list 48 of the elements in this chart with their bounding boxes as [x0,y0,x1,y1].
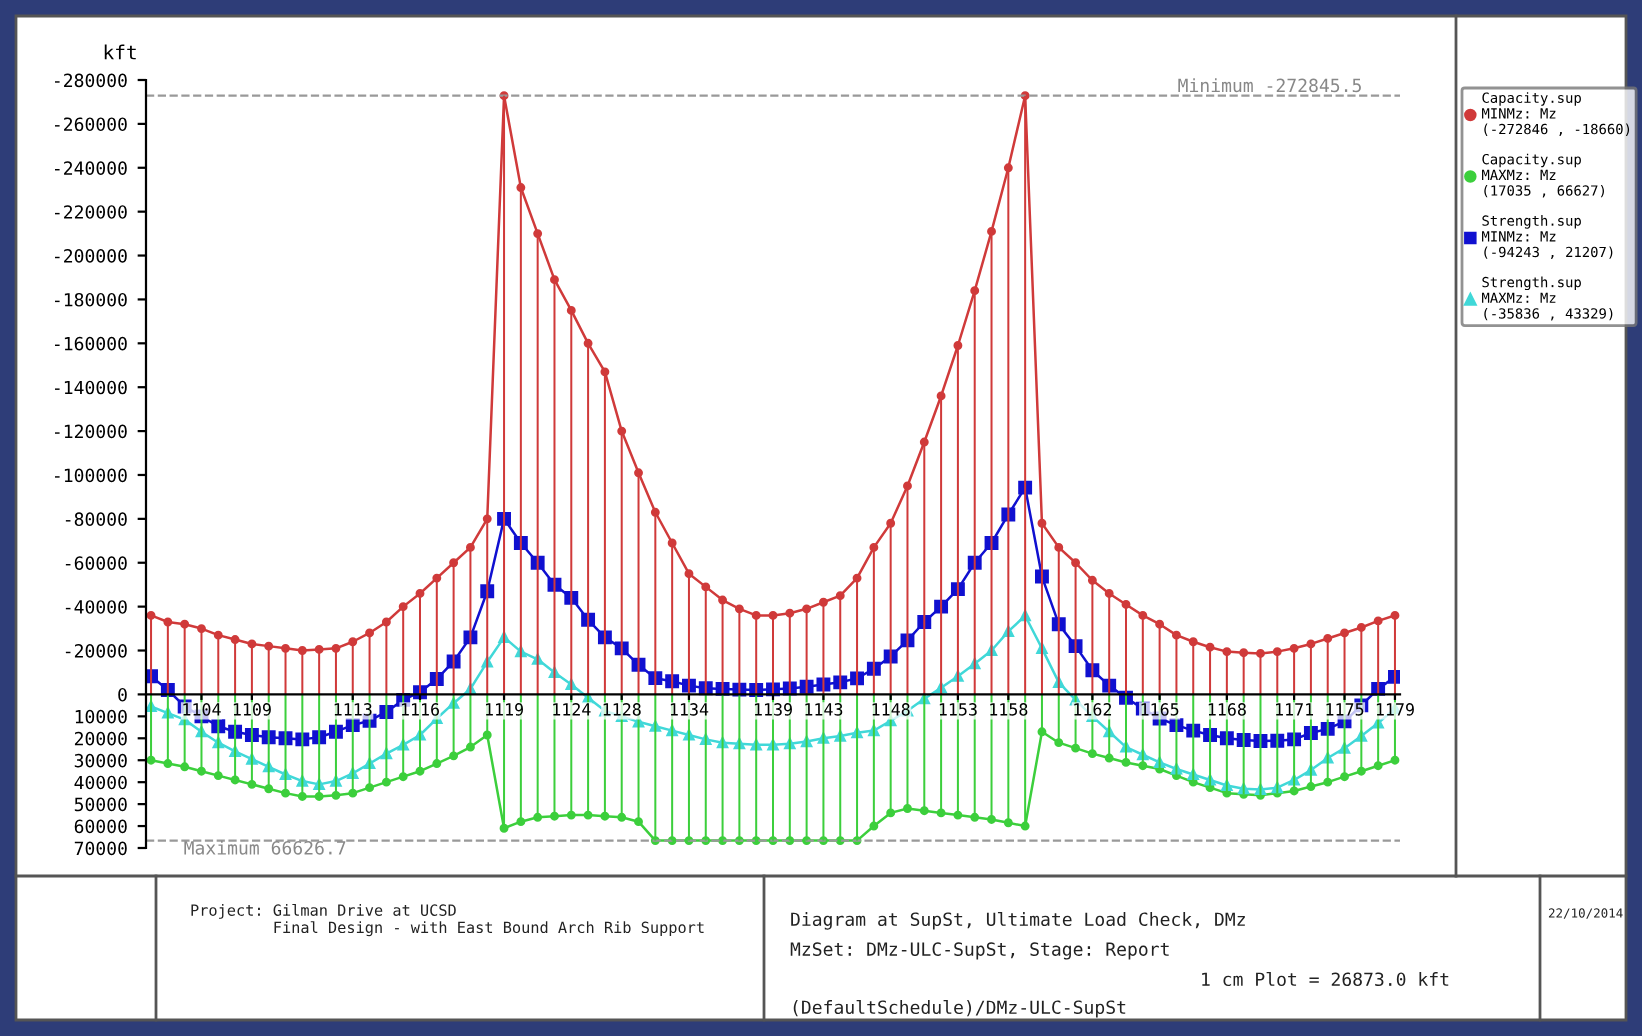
x-tick-label: 1113 [334,703,372,716]
y-tick-label: -100000 [54,468,127,483]
y-axis-title: kft [104,44,136,60]
y-tick-label: -280000 [54,73,127,88]
y-tick-label: -260000 [54,117,127,132]
x-tick-label: 1119 [485,703,523,716]
x-tick-label: 1175 [1326,703,1364,716]
y-tick-label: -240000 [54,161,127,175]
x-tick-label: 1158 [990,703,1028,716]
y-tick-label: 0 [118,687,127,702]
y-tick-label: 50000 [74,797,127,812]
x-tick-label: 1162 [1074,703,1112,716]
y-tick-label: -140000 [54,380,127,395]
text: 1 cm Plot = 26873.0 kft [1202,972,1449,987]
y-tick-label: -220000 [54,205,127,219]
y-tick-label: 60000 [74,819,127,834]
y-tick-label: 70000 [74,841,127,856]
y-tick-label: -20000 [65,644,127,658]
y-tick-label: -40000 [65,600,127,614]
text: Diagram at SupSt, Ultimate Load Check, DMz [791,912,1245,930]
x-tick-label: 1148 [872,703,910,716]
x-tick-label: 1128 [603,703,641,716]
x-tick-label: 1179 [1376,703,1414,716]
y-tick-label: 30000 [74,753,127,768]
ref-line-label: Maximum 66626.7 [184,840,346,855]
x-tick-label: 1168 [1208,703,1246,716]
y-tick-label: -160000 [54,336,127,351]
y-tick-label: 10000 [75,709,127,724]
x-tick-label: 1153 [939,703,977,716]
y-tick-label: -120000 [54,424,127,439]
y-tick-label: -60000 [65,556,127,570]
y-tick-label: -200000 [54,249,127,263]
x-tick-label: 1165 [1141,703,1179,716]
x-tick-label: 1104 [183,703,221,716]
x-tick-label: 1139 [754,703,792,716]
text: (DefaultSchedule)/DMz-ULC-SupSt [793,1000,1126,1018]
y-tick-label: -180000 [54,292,127,307]
x-tick-label: 1143 [805,703,843,716]
x-tick-label: 1124 [553,703,591,716]
x-tick-label: 1134 [670,703,709,716]
y-tick-label: 20000 [74,731,127,746]
ref-line-label: Minimum -272845.5 [1178,78,1361,93]
y-tick-label: -80000 [65,512,127,527]
y-tick-label: 40000 [74,775,127,790]
text: MzSet: DMz-ULC-SupSt, Stage: Report [790,942,1169,960]
x-tick-label: 1109 [233,703,271,716]
x-tick-label: 1171 [1276,703,1314,716]
x-tick-label: 1116 [401,703,439,716]
